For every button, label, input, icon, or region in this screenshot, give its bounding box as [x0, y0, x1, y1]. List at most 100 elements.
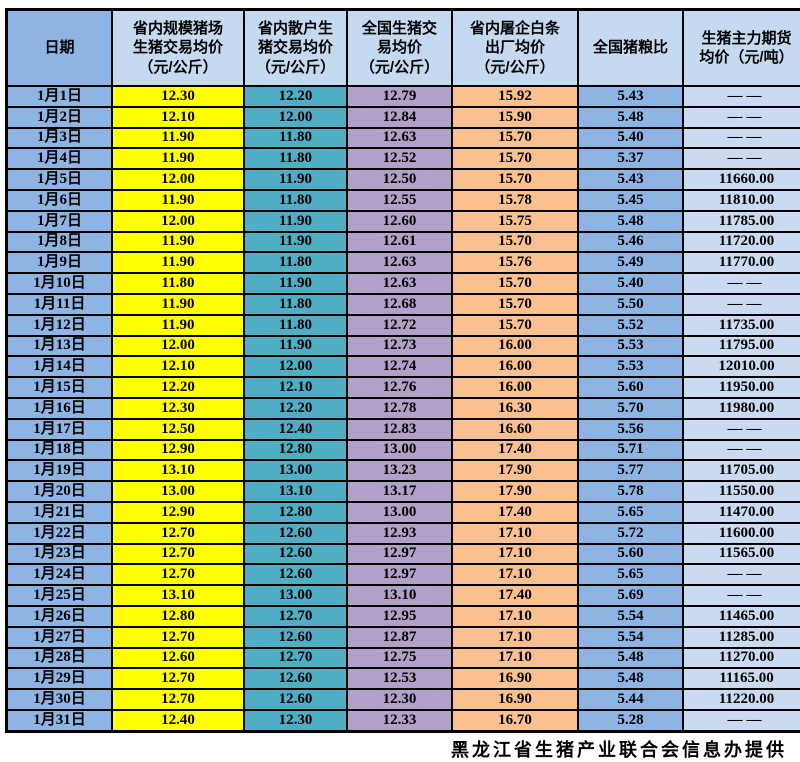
cell-date: 1月1日: [7, 86, 113, 107]
cell-value: 5.50: [578, 294, 683, 315]
cell-value: 11565.00: [683, 544, 800, 565]
cell-value: 11950.00: [683, 377, 800, 398]
cell-value: 15.70: [452, 169, 578, 190]
cell-value: 11.90: [112, 128, 244, 149]
cell-value: 13.23: [347, 460, 452, 481]
column-header-2: 省内散户生 猪交易均价 （元/公斤）: [244, 10, 347, 87]
cell-value: 5.48: [578, 211, 683, 232]
cell-date: 1月3日: [7, 128, 113, 149]
cell-value: 16.90: [452, 668, 578, 689]
cell-value: 11465.00: [683, 606, 800, 627]
cell-date: 1月4日: [7, 148, 113, 169]
cell-value: 5.60: [578, 544, 683, 565]
cell-value: 13.17: [347, 481, 452, 502]
cell-value: 12.60: [244, 627, 347, 648]
cell-value: 5.52: [578, 315, 683, 336]
cell-value: 11660.00: [683, 169, 800, 190]
cell-value: 17.10: [452, 564, 578, 585]
cell-value: 11795.00: [683, 336, 800, 357]
cell-date: 1月15日: [7, 377, 113, 398]
cell-value: 12.70: [112, 544, 244, 565]
cell-value: 11.90: [244, 232, 347, 253]
cell-value: 16.30: [452, 398, 578, 419]
cell-value: 17.40: [452, 502, 578, 523]
cell-date: 1月27日: [7, 627, 113, 648]
cell-value: 12.79: [347, 86, 452, 107]
cell-value: 12.30: [244, 710, 347, 732]
cell-value: 11.90: [244, 169, 347, 190]
cell-value: 13.10: [347, 585, 452, 606]
cell-value: 5.78: [578, 481, 683, 502]
cell-value: 13.00: [244, 585, 347, 606]
cell-value: 15.70: [452, 148, 578, 169]
cell-value: ——: [683, 86, 800, 107]
cell-value: 12.63: [347, 128, 452, 149]
cell-value: 12.40: [112, 710, 244, 732]
cell-value: 11.90: [112, 232, 244, 253]
cell-value: 17.10: [452, 606, 578, 627]
cell-date: 1月5日: [7, 169, 113, 190]
cell-value: 12.76: [347, 377, 452, 398]
cell-value: 15.76: [452, 252, 578, 273]
cell-date: 1月18日: [7, 440, 113, 461]
cell-date: 1月12日: [7, 315, 113, 336]
cell-value: 13.10: [112, 585, 244, 606]
cell-value: 12.63: [347, 273, 452, 294]
cell-value: 5.72: [578, 523, 683, 544]
cell-date: 1月28日: [7, 648, 113, 669]
cell-value: 12.80: [244, 502, 347, 523]
cell-date: 1月24日: [7, 564, 113, 585]
cell-value: 5.40: [578, 128, 683, 149]
cell-value: 12.87: [347, 627, 452, 648]
cell-value: 12.60: [244, 544, 347, 565]
cell-value: ——: [683, 440, 800, 461]
cell-value: ——: [683, 294, 800, 315]
cell-date: 1月9日: [7, 252, 113, 273]
cell-date: 1月31日: [7, 710, 113, 732]
cell-value: 12.80: [112, 606, 244, 627]
cell-value: ——: [683, 585, 800, 606]
cell-value: 11.90: [244, 273, 347, 294]
cell-value: ——: [683, 564, 800, 585]
cell-value: 12.20: [244, 398, 347, 419]
cell-value: 16.90: [452, 689, 578, 710]
cell-value: 5.71: [578, 440, 683, 461]
cell-value: 12.52: [347, 148, 452, 169]
cell-value: 5.54: [578, 606, 683, 627]
cell-value: 11.90: [244, 211, 347, 232]
cell-value: 13.00: [112, 481, 244, 502]
cell-value: 11785.00: [683, 211, 800, 232]
cell-value: 12.70: [244, 606, 347, 627]
credit-line: 黑龙江省生猪产业联合会信息办提供: [5, 733, 797, 762]
cell-value: 16.00: [452, 356, 578, 377]
cell-value: 12.80: [244, 440, 347, 461]
cell-value: 12.60: [347, 211, 452, 232]
cell-value: 11550.00: [683, 481, 800, 502]
cell-value: 11.90: [112, 252, 244, 273]
cell-value: 17.90: [452, 481, 578, 502]
cell-value: 17.40: [452, 585, 578, 606]
cell-date: 1月2日: [7, 107, 113, 128]
cell-value: 15.75: [452, 211, 578, 232]
cell-value: 12.40: [244, 419, 347, 440]
cell-value: 12.83: [347, 419, 452, 440]
cell-value: 12.84: [347, 107, 452, 128]
cell-value: 12.70: [112, 689, 244, 710]
cell-value: 12.00: [112, 336, 244, 357]
cell-value: 5.48: [578, 648, 683, 669]
cell-value: 12.00: [244, 107, 347, 128]
cell-value: 5.53: [578, 336, 683, 357]
cell-value: 12.63: [347, 252, 452, 273]
